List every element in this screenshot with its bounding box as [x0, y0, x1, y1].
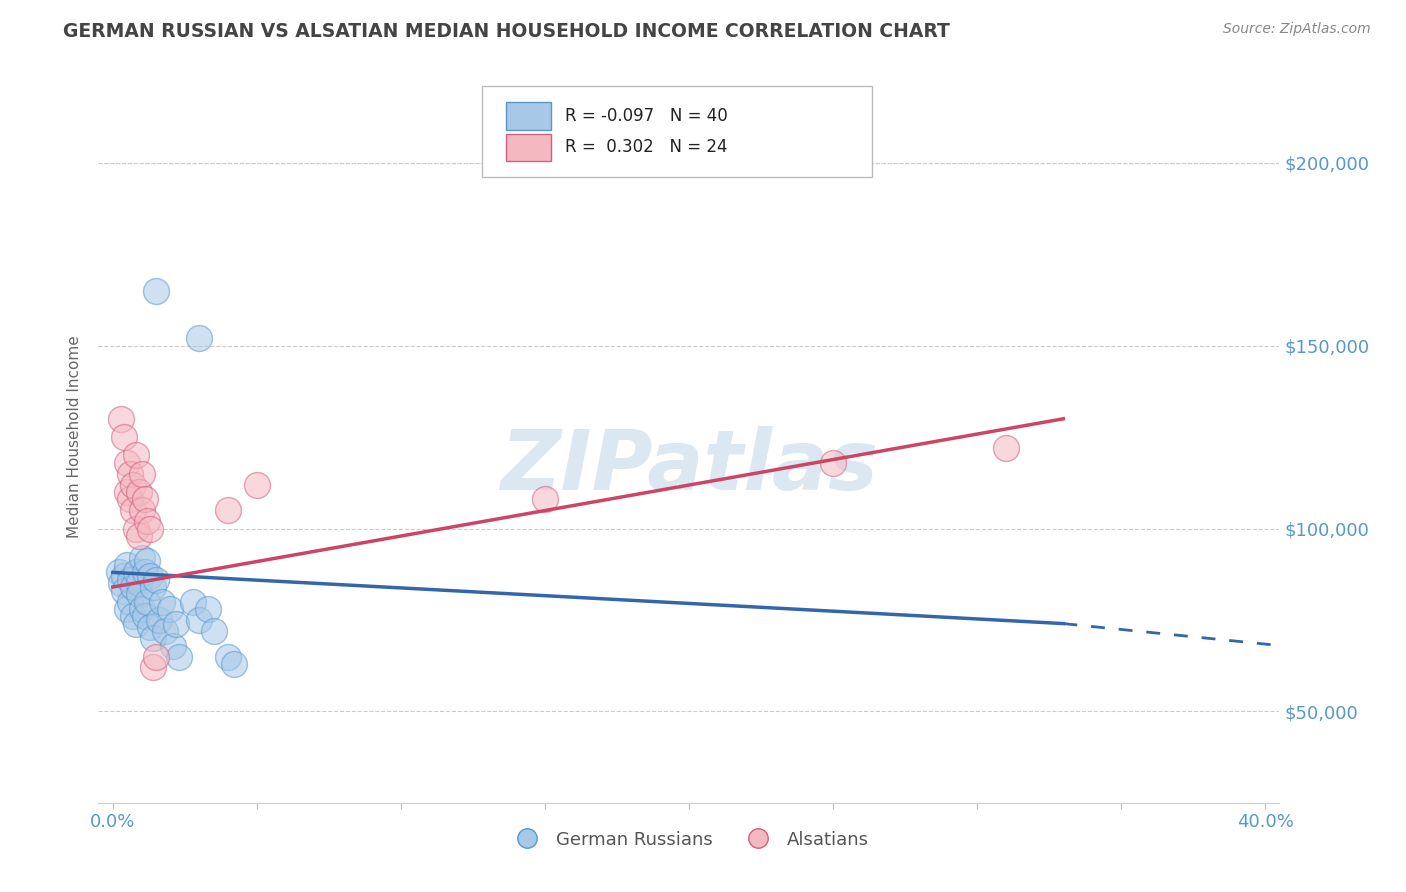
Point	[128, 587, 150, 601]
Point	[131, 602, 153, 616]
Legend: German Russians, Alsatians: German Russians, Alsatians	[502, 823, 876, 856]
Point	[134, 492, 156, 507]
Point	[821, 456, 844, 470]
Point	[128, 484, 150, 499]
Point	[122, 503, 145, 517]
Point	[136, 594, 159, 608]
Point	[167, 649, 190, 664]
Point	[134, 609, 156, 624]
Text: R =  0.302   N = 24: R = 0.302 N = 24	[565, 138, 727, 156]
Point	[217, 649, 239, 664]
Point	[120, 573, 142, 587]
Point	[120, 594, 142, 608]
Point	[122, 580, 145, 594]
Text: ZIPatlas: ZIPatlas	[501, 425, 877, 507]
Point	[139, 569, 162, 583]
Point	[142, 580, 165, 594]
Point	[153, 624, 176, 638]
Point	[159, 602, 181, 616]
Point	[125, 521, 148, 535]
Point	[134, 566, 156, 580]
Point	[110, 576, 132, 591]
Point	[128, 576, 150, 591]
Point	[125, 448, 148, 462]
Point	[115, 558, 138, 573]
Point	[202, 624, 225, 638]
Point	[165, 616, 187, 631]
Point	[112, 430, 135, 444]
Y-axis label: Median Household Income: Median Household Income	[67, 335, 83, 539]
Point	[115, 456, 138, 470]
Point	[145, 573, 167, 587]
Point	[115, 484, 138, 499]
Point	[131, 550, 153, 565]
Point	[246, 477, 269, 491]
FancyBboxPatch shape	[506, 102, 551, 130]
Point	[145, 284, 167, 298]
Point	[150, 594, 173, 608]
Point	[110, 411, 132, 425]
Point	[122, 609, 145, 624]
Point	[162, 639, 184, 653]
Point	[112, 583, 135, 598]
Point	[136, 554, 159, 568]
Point	[122, 477, 145, 491]
FancyBboxPatch shape	[506, 134, 551, 161]
Text: R = -0.097   N = 40: R = -0.097 N = 40	[565, 107, 728, 125]
Point	[115, 602, 138, 616]
Point	[136, 514, 159, 528]
FancyBboxPatch shape	[482, 86, 872, 178]
Point	[217, 503, 239, 517]
Point	[139, 620, 162, 634]
Point	[183, 594, 205, 608]
Point	[994, 441, 1017, 455]
Point	[139, 521, 162, 535]
Point	[107, 566, 129, 580]
Point	[131, 503, 153, 517]
Point	[112, 569, 135, 583]
Point	[148, 613, 170, 627]
Point	[120, 467, 142, 481]
Point	[197, 602, 219, 616]
Point	[222, 657, 245, 671]
Point	[188, 613, 211, 627]
Point	[534, 492, 557, 507]
Point	[131, 467, 153, 481]
Point	[125, 566, 148, 580]
Point	[128, 529, 150, 543]
Point	[188, 331, 211, 345]
Point	[142, 632, 165, 646]
Point	[145, 649, 167, 664]
Point	[125, 616, 148, 631]
Text: Source: ZipAtlas.com: Source: ZipAtlas.com	[1223, 22, 1371, 37]
Text: GERMAN RUSSIAN VS ALSATIAN MEDIAN HOUSEHOLD INCOME CORRELATION CHART: GERMAN RUSSIAN VS ALSATIAN MEDIAN HOUSEH…	[63, 22, 950, 41]
Point	[142, 660, 165, 674]
Point	[120, 492, 142, 507]
